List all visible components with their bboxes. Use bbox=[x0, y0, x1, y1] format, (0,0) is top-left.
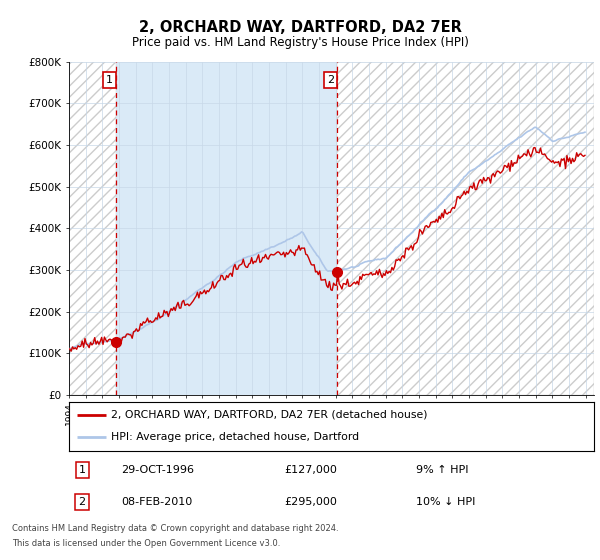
Text: 2, ORCHARD WAY, DARTFORD, DA2 7ER (detached house): 2, ORCHARD WAY, DARTFORD, DA2 7ER (detac… bbox=[111, 410, 427, 420]
Text: 2: 2 bbox=[327, 75, 334, 85]
Text: 08-FEB-2010: 08-FEB-2010 bbox=[121, 497, 193, 507]
Text: Contains HM Land Registry data © Crown copyright and database right 2024.: Contains HM Land Registry data © Crown c… bbox=[12, 524, 338, 533]
Text: 9% ↑ HPI: 9% ↑ HPI bbox=[415, 465, 468, 475]
Text: HPI: Average price, detached house, Dartford: HPI: Average price, detached house, Dart… bbox=[111, 432, 359, 442]
Text: 29-OCT-1996: 29-OCT-1996 bbox=[121, 465, 194, 475]
Bar bbox=[69, 62, 116, 395]
Text: 10% ↓ HPI: 10% ↓ HPI bbox=[415, 497, 475, 507]
Text: 2: 2 bbox=[79, 497, 86, 507]
Bar bbox=[116, 62, 337, 395]
Text: Price paid vs. HM Land Registry's House Price Index (HPI): Price paid vs. HM Land Registry's House … bbox=[131, 36, 469, 49]
Bar bbox=[337, 62, 594, 395]
Text: £295,000: £295,000 bbox=[284, 497, 337, 507]
Text: 2, ORCHARD WAY, DARTFORD, DA2 7ER: 2, ORCHARD WAY, DARTFORD, DA2 7ER bbox=[139, 20, 461, 35]
Text: This data is licensed under the Open Government Licence v3.0.: This data is licensed under the Open Gov… bbox=[12, 539, 280, 548]
Text: 1: 1 bbox=[79, 465, 86, 475]
Text: £127,000: £127,000 bbox=[284, 465, 337, 475]
Text: 1: 1 bbox=[106, 75, 113, 85]
